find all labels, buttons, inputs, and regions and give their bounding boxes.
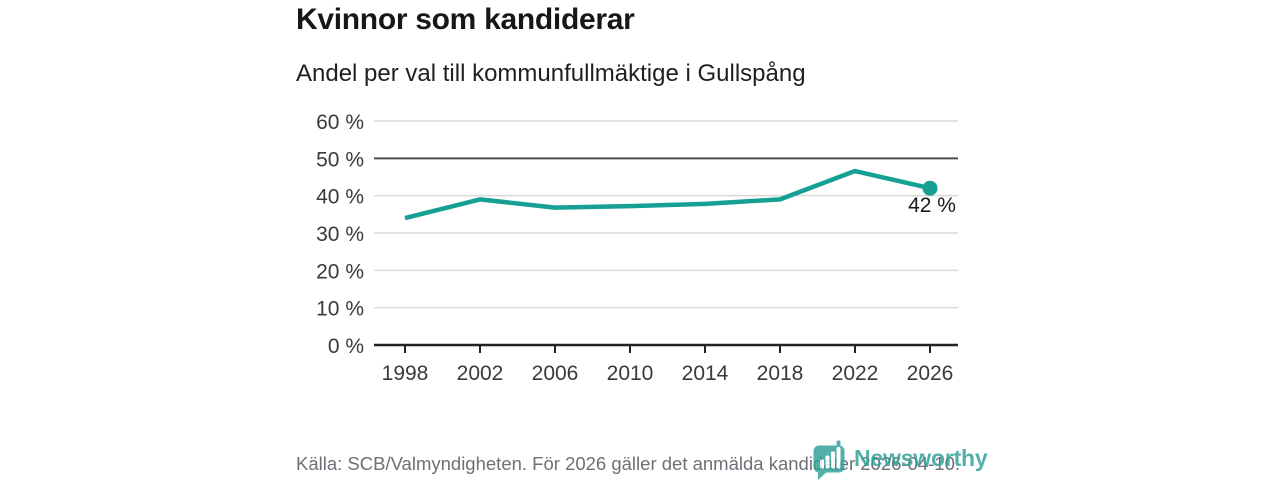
x-tick-label: 1998 — [382, 362, 429, 385]
newsworthy-logo-icon — [813, 440, 845, 480]
newsworthy-logo-text: Newsworthy — [854, 445, 988, 471]
data-line — [404, 168, 931, 221]
chart-title: Kvinnor som kandiderar — [296, 3, 635, 36]
x-tick-label: 2010 — [607, 362, 654, 385]
x-tick-label: 2006 — [532, 362, 579, 385]
y-tick-label: 0 % — [328, 335, 364, 358]
x-tick-label: 2002 — [457, 362, 504, 385]
x-tick-label: 2014 — [682, 362, 729, 385]
end-point-dot — [922, 180, 938, 196]
x-tick-label: 2026 — [907, 362, 954, 385]
y-tick-label: 50 % — [316, 148, 364, 171]
line-chart: 0 % 10 % 20 % 30 % 40 % 50 % 60 % 1998 2002 2006 2… — [316, 111, 958, 385]
y-tick-label: 20 % — [316, 260, 364, 283]
y-tick-label: 40 % — [316, 186, 364, 209]
chart-subtitle: Andel per val till kommunfullmäktige i G… — [296, 60, 806, 87]
y-tick-label: 10 % — [316, 298, 364, 321]
x-tick-label: 2018 — [757, 362, 804, 385]
end-value-label: 42 % — [908, 194, 956, 217]
source-note: Källa: SCB/Valmyndigheten. För 2026 gäll… — [296, 453, 961, 474]
y-tick-label: 30 % — [316, 223, 364, 246]
newsworthy-logo: Newsworthy — [812, 440, 988, 480]
x-tick-label: 2022 — [832, 362, 879, 385]
y-tick-label: 60 % — [316, 111, 364, 134]
